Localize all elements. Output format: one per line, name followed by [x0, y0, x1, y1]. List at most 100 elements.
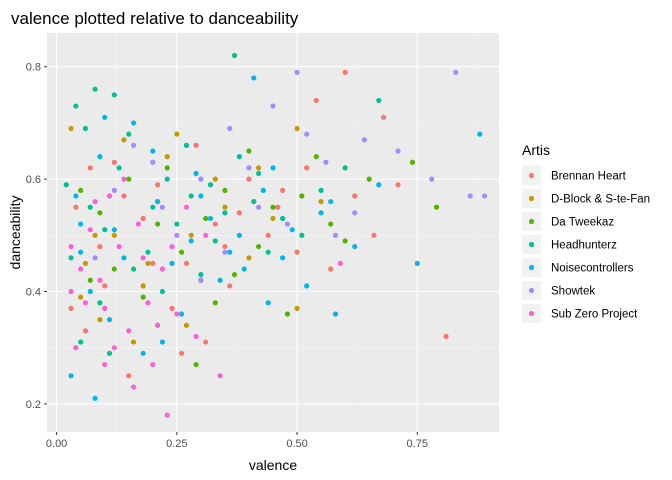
point-da-tweekaz	[313, 154, 319, 160]
point-brennan-heart	[203, 339, 209, 345]
point-brennan-heart	[342, 69, 348, 75]
point-headhunterz	[280, 215, 286, 222]
point-noisecontrollers	[289, 227, 295, 233]
point-sub-zero-project	[116, 243, 122, 250]
point-brennan-heart	[121, 193, 127, 199]
point-showtek	[323, 159, 329, 165]
point-sub-zero-project	[102, 305, 108, 311]
point-da-tweekaz	[409, 159, 416, 165]
point-brennan-heart	[227, 283, 233, 289]
point-noisecontrollers	[241, 266, 247, 272]
point-sub-zero-project	[92, 198, 98, 205]
point-da-tweekaz	[299, 193, 305, 199]
point-noisecontrollers	[304, 283, 310, 289]
point-noisecontrollers	[328, 198, 334, 205]
point-sub-zero-project	[130, 384, 137, 390]
point-headhunterz	[116, 165, 122, 171]
point-noisecontrollers	[140, 350, 146, 356]
y-tick-label: 0.6	[26, 174, 41, 186]
point-noisecontrollers	[217, 277, 223, 283]
point-d-block-s-te-fan	[97, 317, 103, 323]
point-brennan-heart	[352, 193, 358, 199]
point-da-tweekaz	[342, 238, 348, 244]
point-showtek	[246, 165, 252, 171]
point-sub-zero-project	[73, 345, 79, 351]
point-showtek	[111, 187, 117, 193]
point-showtek	[304, 131, 310, 137]
point-brennan-heart	[275, 204, 281, 210]
point-brennan-heart	[82, 328, 89, 334]
point-showtek	[270, 103, 276, 109]
point-brennan-heart	[294, 249, 300, 255]
legend-label-headhunterz: Headhunterz	[551, 240, 617, 252]
point-d-block-s-te-fan	[82, 260, 89, 267]
point-headhunterz	[299, 232, 305, 238]
y-axis: 0.2 0.4 0.6 0.8	[26, 62, 47, 411]
point-showtek	[150, 159, 156, 165]
point-headhunterz	[198, 272, 204, 278]
point-noisecontrollers	[154, 198, 161, 205]
y-axis-title: danceability	[7, 196, 23, 270]
x-tick-label: 0.75	[407, 438, 428, 450]
point-da-tweekaz	[246, 148, 252, 154]
point-headhunterz	[212, 238, 218, 244]
point-brennan-heart	[97, 243, 103, 250]
point-brennan-heart	[265, 232, 271, 238]
legend-marker-da-tweekaz	[528, 218, 535, 225]
point-da-tweekaz	[97, 210, 103, 216]
point-da-tweekaz	[231, 272, 238, 278]
point-showtek	[395, 148, 401, 154]
grid-major	[47, 33, 499, 432]
point-headhunterz	[145, 249, 151, 255]
point-da-tweekaz	[222, 187, 228, 193]
point-brennan-heart	[371, 232, 377, 238]
point-sub-zero-project	[159, 266, 166, 272]
point-noisecontrollers	[352, 243, 358, 250]
point-noisecontrollers	[78, 249, 84, 255]
point-da-tweekaz	[154, 221, 161, 227]
legend-marker-headhunterz	[528, 241, 535, 248]
point-sub-zero-project	[82, 300, 89, 306]
point-d-block-s-te-fan	[121, 137, 127, 143]
point-headhunterz	[342, 165, 348, 171]
point-headhunterz	[236, 154, 242, 160]
point-noisecontrollers	[179, 311, 185, 317]
point-sub-zero-project	[68, 288, 74, 295]
point-d-block-s-te-fan	[246, 255, 252, 261]
x-axis-title: valence	[249, 457, 297, 473]
point-da-tweekaz	[366, 176, 372, 182]
legend-label-da-tweekaz: Da Tweekaz	[551, 217, 614, 229]
point-noisecontrollers	[236, 232, 242, 238]
point-d-block-s-te-fan	[188, 232, 194, 238]
point-showtek	[361, 137, 367, 143]
point-showtek	[284, 221, 291, 227]
point-da-tweekaz	[87, 277, 93, 283]
point-noisecontrollers	[102, 114, 108, 120]
point-showtek	[130, 142, 137, 148]
point-showtek	[294, 69, 300, 75]
legend-label-d-block-s-te-fan: D-Block & S-te-Fan	[551, 194, 650, 206]
point-headhunterz	[183, 142, 190, 148]
legend-marker-noisecontrollers	[528, 264, 535, 271]
legend-label-noisecontrollers: Noisecontrollers	[551, 263, 634, 275]
point-brennan-heart	[154, 182, 161, 188]
point-noisecontrollers	[169, 260, 175, 267]
point-noisecontrollers	[280, 255, 286, 261]
point-headhunterz	[73, 103, 79, 109]
legend-marker-showtek	[528, 287, 535, 294]
point-d-block-s-te-fan	[255, 165, 262, 171]
point-sub-zero-project	[68, 243, 74, 250]
point-showtek	[332, 232, 339, 238]
point-sub-zero-project	[164, 412, 170, 418]
point-noisecontrollers	[188, 238, 194, 244]
point-headhunterz	[111, 92, 117, 98]
point-headhunterz	[174, 221, 180, 227]
point-headhunterz	[376, 97, 382, 104]
point-sub-zero-project	[150, 361, 156, 368]
point-headhunterz	[251, 198, 257, 205]
point-headhunterz	[265, 249, 271, 255]
point-brennan-heart	[395, 182, 401, 188]
point-noisecontrollers	[73, 193, 79, 199]
point-noisecontrollers	[97, 154, 103, 160]
